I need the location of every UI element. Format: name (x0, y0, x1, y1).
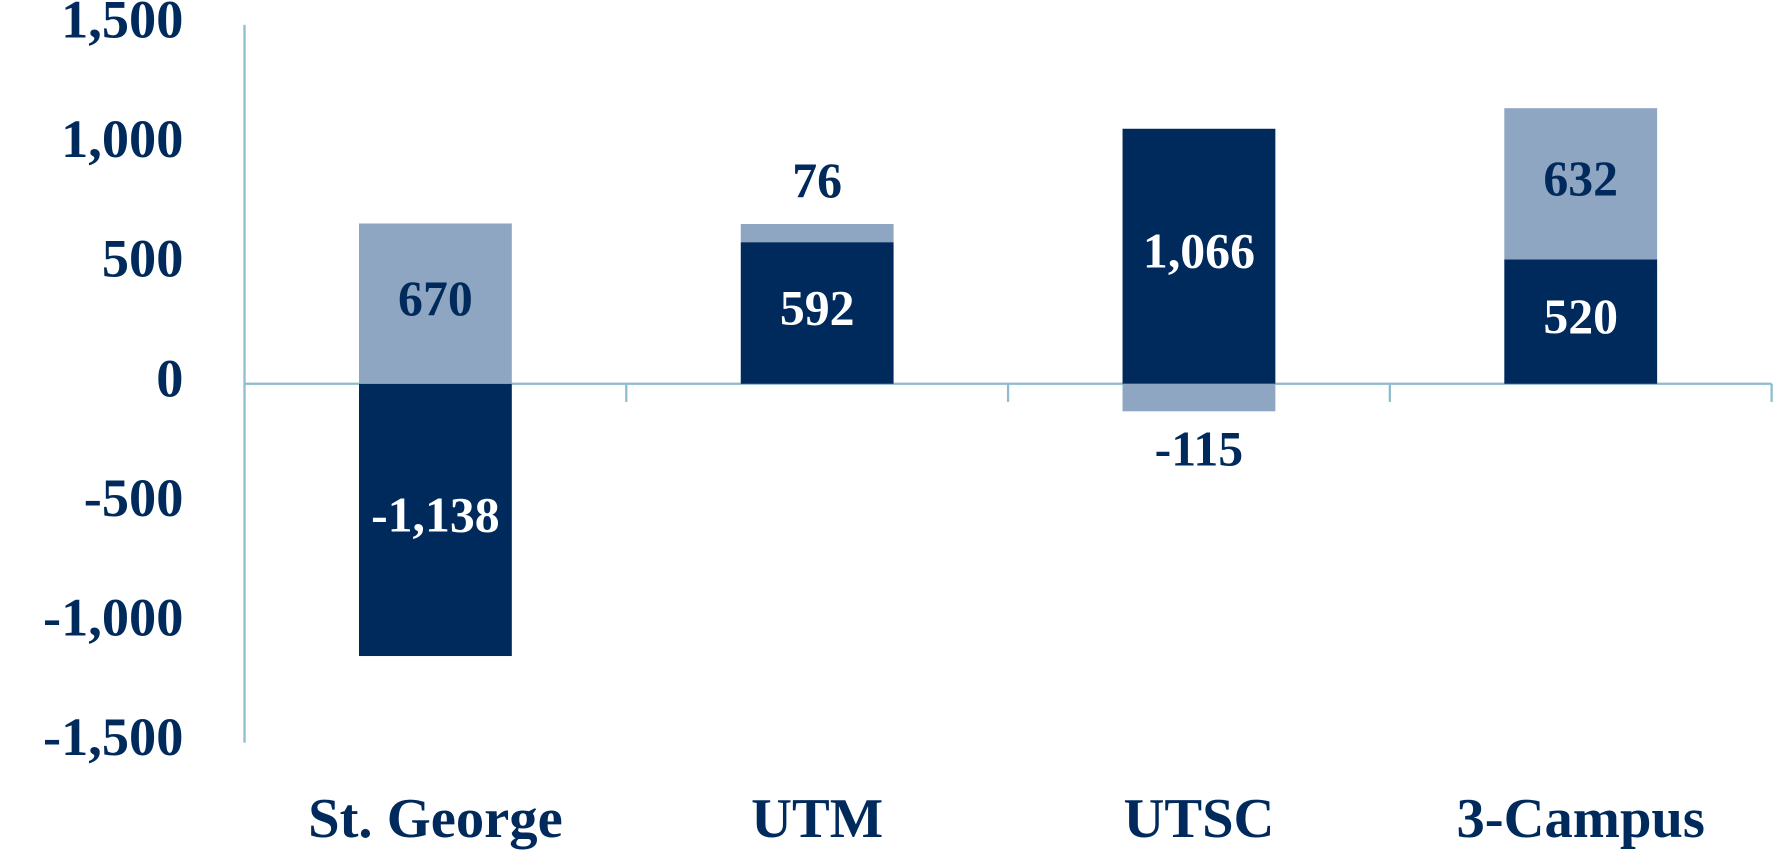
data-label: 520 (1543, 289, 1618, 344)
data-label: 1,066 (1143, 224, 1255, 279)
data-label: -1,138 (371, 487, 500, 542)
bar (1122, 383, 1276, 412)
x-tick-label: 3-Campus (1456, 788, 1704, 850)
bar (1504, 108, 1658, 260)
x-tick-label: St. George (308, 788, 563, 850)
y-tick-label: 1,000 (61, 109, 183, 169)
bar (740, 223, 894, 243)
x-tick-label: UTSC (1123, 788, 1274, 850)
data-label: 76 (792, 153, 842, 208)
y-tick-label: -1,000 (43, 587, 183, 647)
y-tick-label: 1,500 (61, 0, 183, 49)
bar (358, 223, 512, 384)
data-label: 670 (398, 271, 473, 326)
bar (1122, 128, 1276, 384)
bar (358, 383, 512, 657)
x-tick-label: UTM (751, 788, 883, 850)
bar (1504, 259, 1658, 384)
data-label: 632 (1543, 151, 1618, 206)
data-label: -115 (1155, 422, 1244, 477)
y-tick-label: 500 (102, 229, 183, 289)
bar (740, 242, 894, 384)
y-tick-label: -500 (84, 468, 184, 528)
y-tick-label: 0 (156, 348, 183, 408)
data-label: 592 (780, 280, 855, 335)
y-tick-label: -1,500 (43, 707, 183, 767)
